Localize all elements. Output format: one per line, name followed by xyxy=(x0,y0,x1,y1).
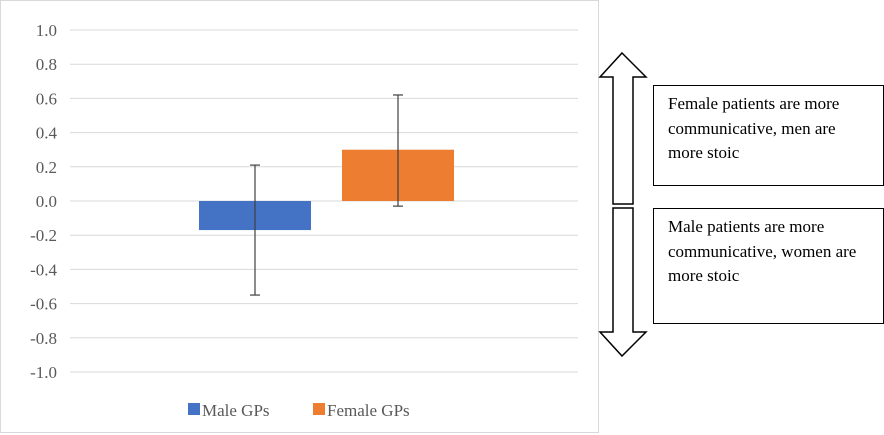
bars xyxy=(199,149,454,231)
annotation-box-male: Male patients are more communicative, wo… xyxy=(653,208,884,324)
annotation-box-female: Female patients are more communicative, … xyxy=(653,85,884,186)
bar-chart: 1.0 0.8 0.6 0.4 0.2 0.0 -0.2 -0.4 -0.6 -0.8 -1.0 M… xyxy=(30,21,578,420)
y-tick-label: -0.2 xyxy=(30,226,57,245)
y-tick-label: -0.8 xyxy=(30,329,57,348)
annotation-text-female: Female patients are more communicative, … xyxy=(668,94,840,163)
y-tick-label: -1.0 xyxy=(30,363,57,382)
y-tick-label: 0.6 xyxy=(36,89,57,108)
y-axis-ticks: 1.0 0.8 0.6 0.4 0.2 0.0 -0.2 -0.4 -0.6 -0.8 -1.0 xyxy=(30,21,57,382)
legend-swatch-female-gps xyxy=(313,403,325,415)
y-tick-label: 0.4 xyxy=(36,124,58,143)
error-bars xyxy=(250,94,403,296)
y-tick-label: -0.6 xyxy=(30,295,57,314)
legend-swatch-male-gps xyxy=(188,403,200,415)
double-headed-vertical-arrow-icon xyxy=(598,51,648,358)
y-tick-label: 1.0 xyxy=(36,21,57,40)
y-tick-label: 0.0 xyxy=(36,192,57,211)
legend-label-female-gps: Female GPs xyxy=(327,401,410,420)
annotation-text-male: Male patients are more communicative, wo… xyxy=(668,217,857,286)
y-tick-label: 0.8 xyxy=(36,55,57,74)
legend-label-male-gps: Male GPs xyxy=(202,401,270,420)
y-tick-label: -0.4 xyxy=(30,260,57,279)
gridlines xyxy=(70,29,578,373)
y-tick-label: 0.2 xyxy=(36,158,57,177)
legend: Male GPs Female GPs xyxy=(188,401,410,420)
